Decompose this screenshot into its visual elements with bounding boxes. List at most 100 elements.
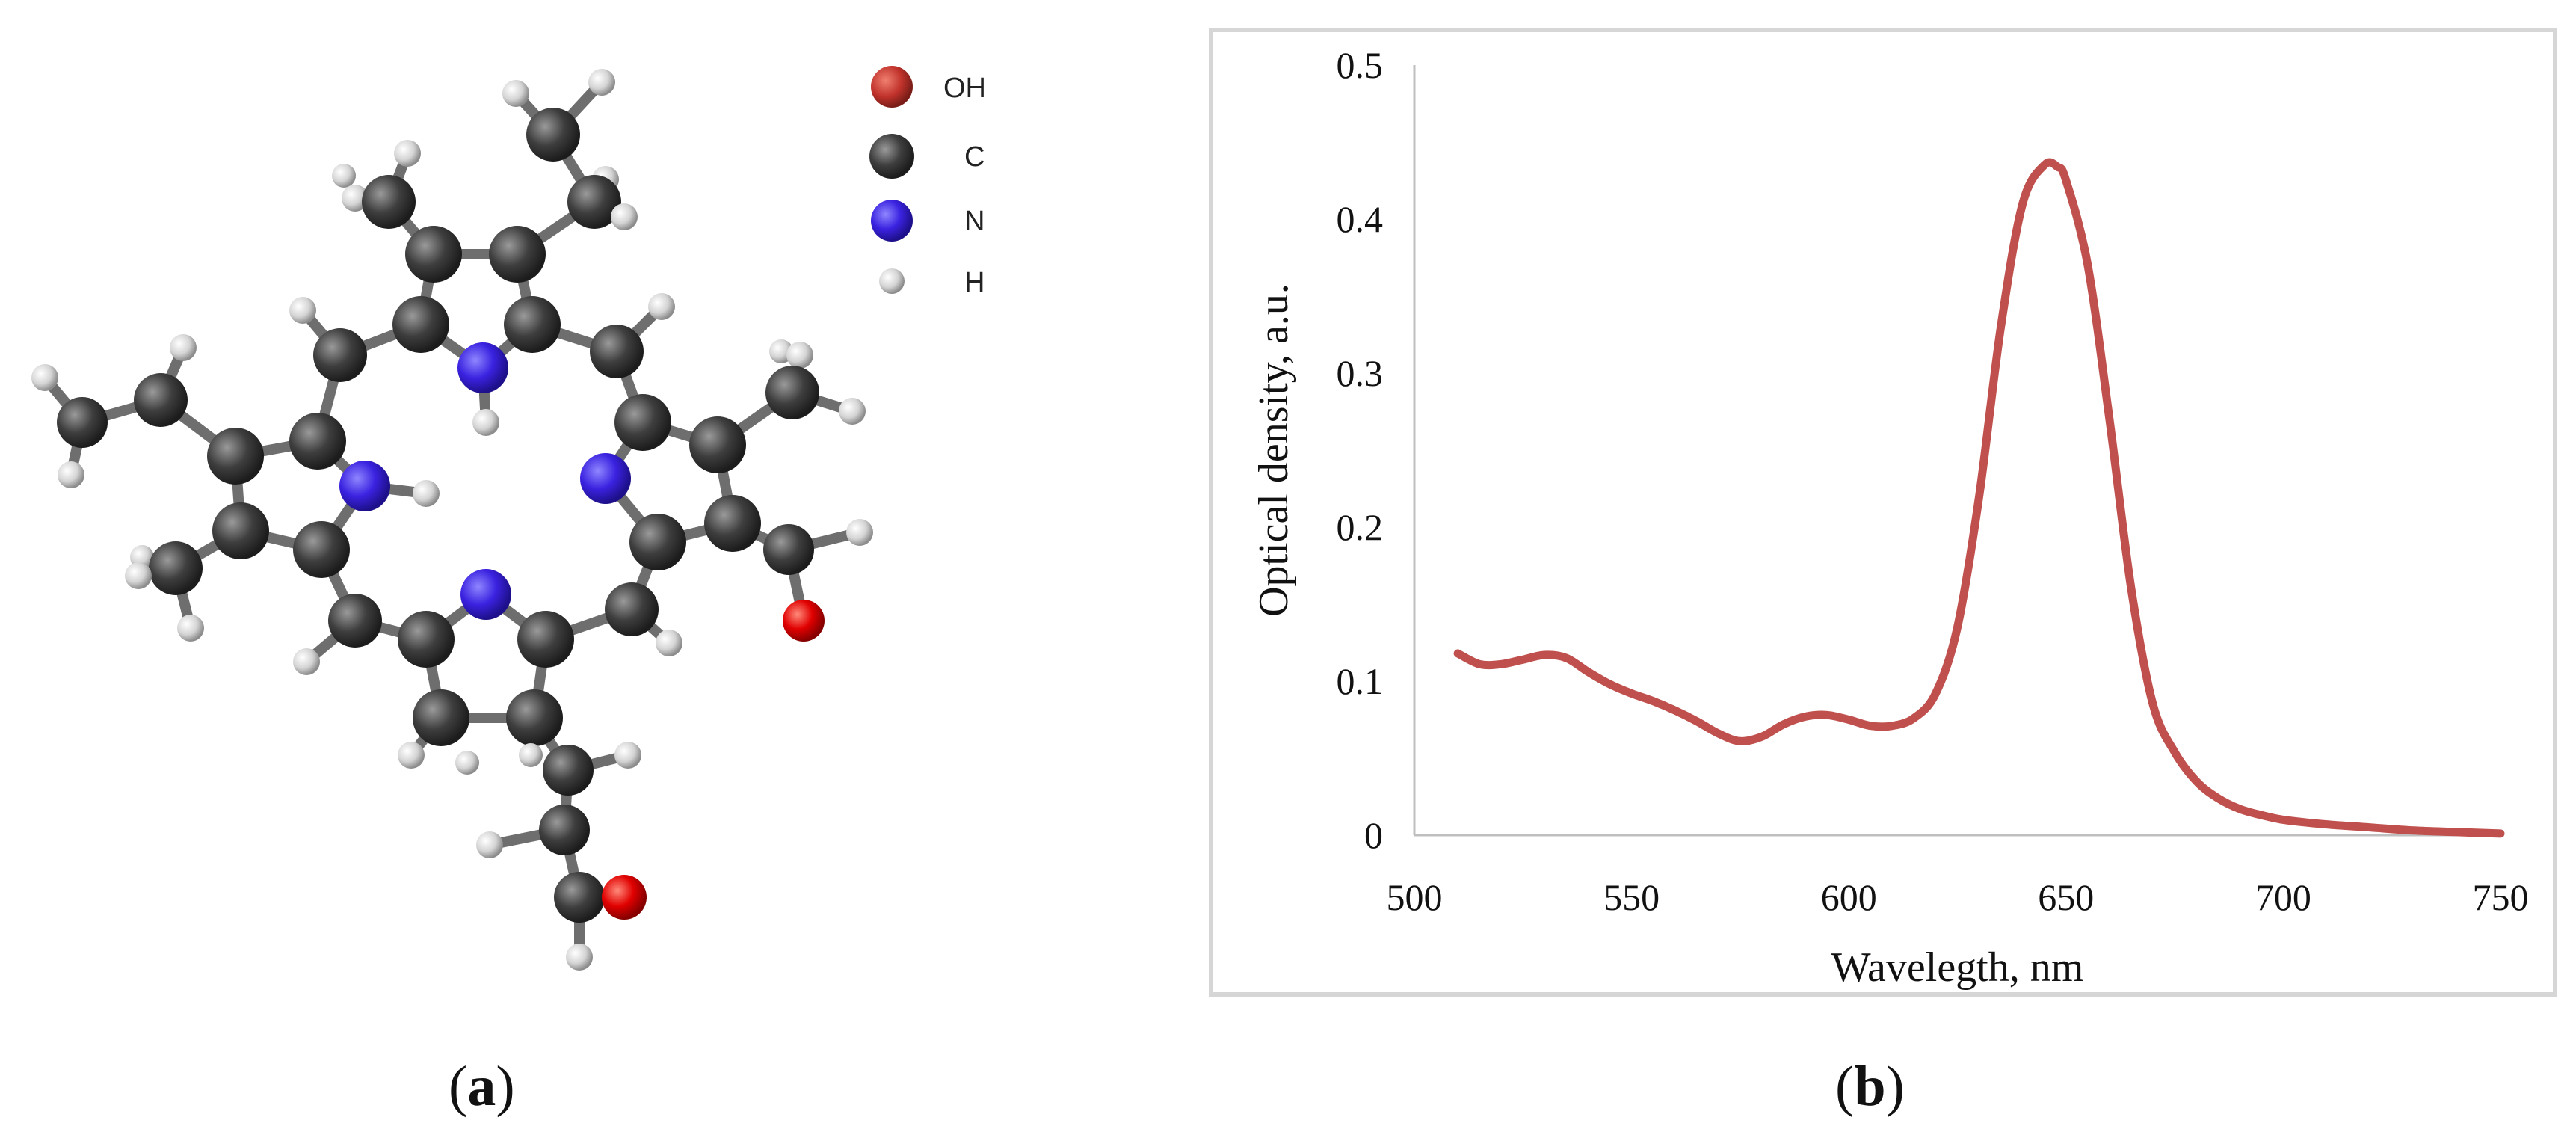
panel-label-b-close: ) [1885, 1055, 1905, 1118]
panel-label-b-open: ( [1835, 1055, 1855, 1118]
atom-c [293, 521, 350, 578]
atom-h [413, 480, 440, 507]
y-tick-label: 0.2 [1337, 506, 1384, 548]
atom-h [472, 409, 499, 436]
atom-c [328, 594, 382, 648]
molecule-atoms [31, 69, 873, 971]
atom-c [543, 745, 594, 796]
panel-label-a-letter: a [467, 1055, 496, 1118]
legend-oh-marker [871, 66, 913, 108]
panel-label-b: (b) [1835, 1054, 1905, 1119]
molecule-panel: OH C N H [31, 66, 986, 971]
atom-c [554, 872, 605, 923]
atom-c [689, 416, 746, 473]
panel-label-b-letter: b [1854, 1055, 1886, 1118]
x-tick-label: 600 [1821, 876, 1877, 918]
atom-h [648, 293, 675, 320]
atom-n [460, 569, 511, 620]
atom-c [313, 328, 367, 382]
y-axis-title: Optical density, a.u. [1251, 283, 1297, 617]
atom-h [293, 648, 320, 675]
atom-h [839, 398, 866, 425]
x-tick-labels: 500 550 600 650 700 750 [1387, 876, 2529, 918]
x-tick-label: 550 [1603, 876, 1660, 918]
atom-h [502, 80, 529, 107]
atom-o [602, 875, 647, 920]
x-axis-title: Wavelegth, nm [1831, 944, 2084, 991]
atom-h [588, 69, 615, 96]
atom-h [31, 364, 58, 391]
atom-h [566, 944, 593, 971]
x-tick-label: 750 [2473, 876, 2529, 918]
atom-c [517, 611, 574, 668]
atom-c [362, 175, 416, 229]
atom-c [289, 413, 346, 470]
atom-c [149, 541, 203, 595]
panel-label-a-open: ( [449, 1055, 468, 1118]
atom-h [58, 461, 84, 488]
y-tick-labels: 0 0.1 0.2 0.3 0.4 0.5 [1337, 44, 1384, 856]
atom-o [783, 600, 825, 642]
atom-c [590, 325, 644, 378]
atom-c [398, 611, 455, 668]
atom-h [125, 562, 152, 589]
atom-c [567, 175, 621, 229]
atom-c [763, 524, 814, 575]
y-tick-label: 0.5 [1337, 44, 1384, 86]
atom-c [539, 805, 590, 855]
atom-c [489, 226, 546, 283]
panel-label-a: (a) [449, 1054, 515, 1119]
panel-label-a-close: ) [496, 1055, 515, 1118]
atom-c [506, 689, 563, 746]
atom-c [134, 373, 188, 427]
atom-c [526, 108, 580, 162]
atom-c [704, 495, 761, 552]
y-tick-label: 0.1 [1337, 660, 1384, 702]
atom-c [57, 397, 108, 448]
chart-frame [1209, 28, 2557, 997]
atom-n [580, 453, 631, 504]
atom-h [170, 334, 197, 361]
atom-h [289, 297, 316, 324]
atom-c [614, 394, 671, 451]
atom-c [207, 428, 264, 485]
atom-h [611, 203, 638, 230]
atom-c [413, 689, 469, 746]
x-tick-label: 500 [1387, 876, 1443, 918]
y-tick-label: 0 [1364, 814, 1383, 856]
atom-h [342, 185, 369, 212]
atom-c [392, 296, 449, 353]
atom-h [519, 743, 543, 767]
atom-n [339, 461, 390, 511]
atom-h [614, 742, 641, 769]
atom-c [212, 502, 269, 559]
x-tick-label: 650 [2038, 876, 2094, 918]
atom-h [394, 140, 421, 167]
atom-c [504, 296, 561, 353]
legend-c-label: C [964, 141, 985, 173]
atom-h [332, 164, 356, 188]
atom-h [455, 751, 479, 775]
legend-h-label: H [964, 267, 985, 298]
legend-n-label: N [964, 206, 985, 237]
atom-c [765, 366, 819, 419]
series-line-optical-density [1453, 158, 2505, 838]
x-tick-label: 700 [2255, 876, 2311, 918]
atom-n [457, 342, 508, 393]
atom-c [605, 582, 659, 636]
atom-h [398, 742, 425, 769]
legend-c-marker [869, 134, 914, 179]
atom-h [786, 342, 813, 369]
atom-h [476, 831, 503, 858]
legend-oh-label: OH [943, 73, 986, 104]
atom-h [656, 630, 682, 656]
legend-h-marker [879, 268, 905, 294]
atom-c [629, 514, 686, 570]
absorption-chart: 500 550 600 650 700 750 0 0.1 0.2 0.3 0.4 0.5 Wave… [1209, 28, 2557, 997]
atom-legend: OH C N H [869, 66, 986, 298]
legend-n-marker [871, 200, 913, 242]
atom-c [405, 226, 462, 283]
atom-h [846, 519, 873, 546]
y-tick-label: 0.4 [1337, 198, 1384, 240]
